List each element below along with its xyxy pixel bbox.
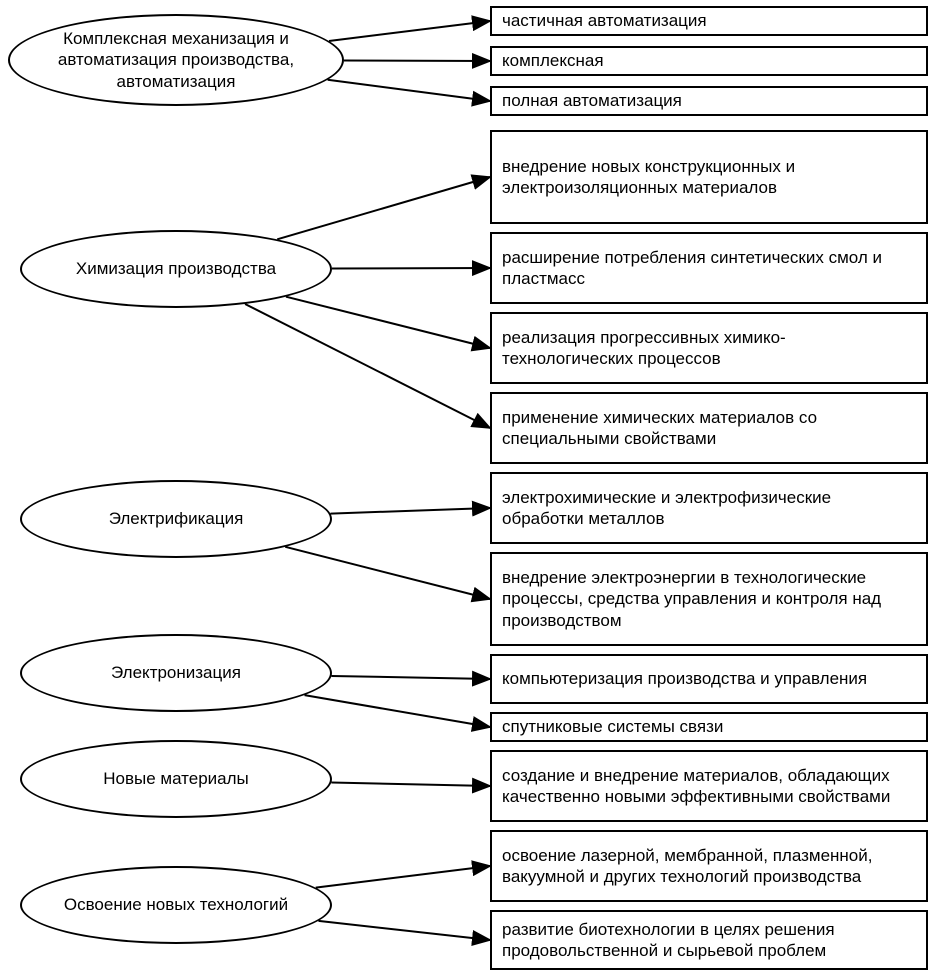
arrow <box>330 508 490 514</box>
box-b12: освоение лазерной, мембранной, плазменно… <box>490 830 928 902</box>
ellipse-e2: Электрификация <box>20 480 332 558</box>
arrow <box>305 695 490 727</box>
box-label: освоение лазерной, мембранной, плазменно… <box>502 845 916 888</box>
box-label: внедрение электроэнергии в технологическ… <box>502 567 916 631</box>
ellipse-e5: Освоение новых технологий <box>20 866 332 944</box>
box-b2: полная автоматизация <box>490 86 928 116</box>
box-b0: частичная автоматизация <box>490 6 928 36</box>
arrow <box>318 921 490 940</box>
diagram-canvas: Комплексная механизация и автоматизация … <box>0 0 938 971</box>
box-b8: внедрение электроэнергии в технологическ… <box>490 552 928 646</box>
ellipse-e3: Электронизация <box>20 634 332 712</box>
box-b9: компьютеризация производства и управлени… <box>490 654 928 704</box>
box-label: комплексная <box>502 50 604 71</box>
arrow <box>331 782 490 786</box>
box-b1: комплексная <box>490 46 928 76</box>
box-label: спутниковые системы связи <box>502 716 723 737</box>
box-label: создание и внедрение материалов, обладаю… <box>502 765 916 808</box>
ellipse-e4: Новые материалы <box>20 740 332 818</box>
box-b13: развитие биотехнологии в целях решения п… <box>490 910 928 970</box>
box-b7: электрохимические и электрофизические об… <box>490 472 928 544</box>
arrow <box>277 177 490 239</box>
ellipse-label: Электрификация <box>109 508 244 529</box>
arrow <box>328 80 490 101</box>
box-b5: реализация прогрессивных химико-технолог… <box>490 312 928 384</box>
box-b3: внедрение новых конструкционных и электр… <box>490 130 928 224</box>
box-label: внедрение новых конструкционных и электр… <box>502 156 916 199</box>
box-label: реализация прогрессивных химико-технолог… <box>502 327 916 370</box>
box-b4: расширение потребления синтетических смо… <box>490 232 928 304</box>
box-label: частичная автоматизация <box>502 10 707 31</box>
arrow <box>329 21 490 41</box>
arrow <box>245 304 490 428</box>
box-b10: спутниковые системы связи <box>490 712 928 742</box>
ellipse-label: Комплексная механизация и автоматизация … <box>20 28 332 92</box>
box-label: расширение потребления синтетических смо… <box>502 247 916 290</box>
arrow <box>286 297 490 348</box>
box-label: компьютеризация производства и управлени… <box>502 668 867 689</box>
box-b11: создание и внедрение материалов, обладаю… <box>490 750 928 822</box>
ellipse-e0: Комплексная механизация и автоматизация … <box>8 14 344 106</box>
ellipse-label: Новые материалы <box>103 768 249 789</box>
box-label: применение химических материалов со спец… <box>502 407 916 450</box>
arrow <box>332 268 490 269</box>
arrow <box>332 676 490 679</box>
box-label: полная автоматизация <box>502 90 682 111</box>
arrow <box>285 547 490 599</box>
arrow <box>316 866 490 888</box>
box-b6: применение химических материалов со спец… <box>490 392 928 464</box>
ellipse-label: Освоение новых технологий <box>64 894 288 915</box>
box-label: развитие биотехнологии в целях решения п… <box>502 919 916 962</box>
ellipse-label: Химизация производства <box>76 258 276 279</box>
ellipse-label: Электронизация <box>111 662 241 683</box>
box-label: электрохимические и электрофизические об… <box>502 487 916 530</box>
ellipse-e1: Химизация производства <box>20 230 332 308</box>
